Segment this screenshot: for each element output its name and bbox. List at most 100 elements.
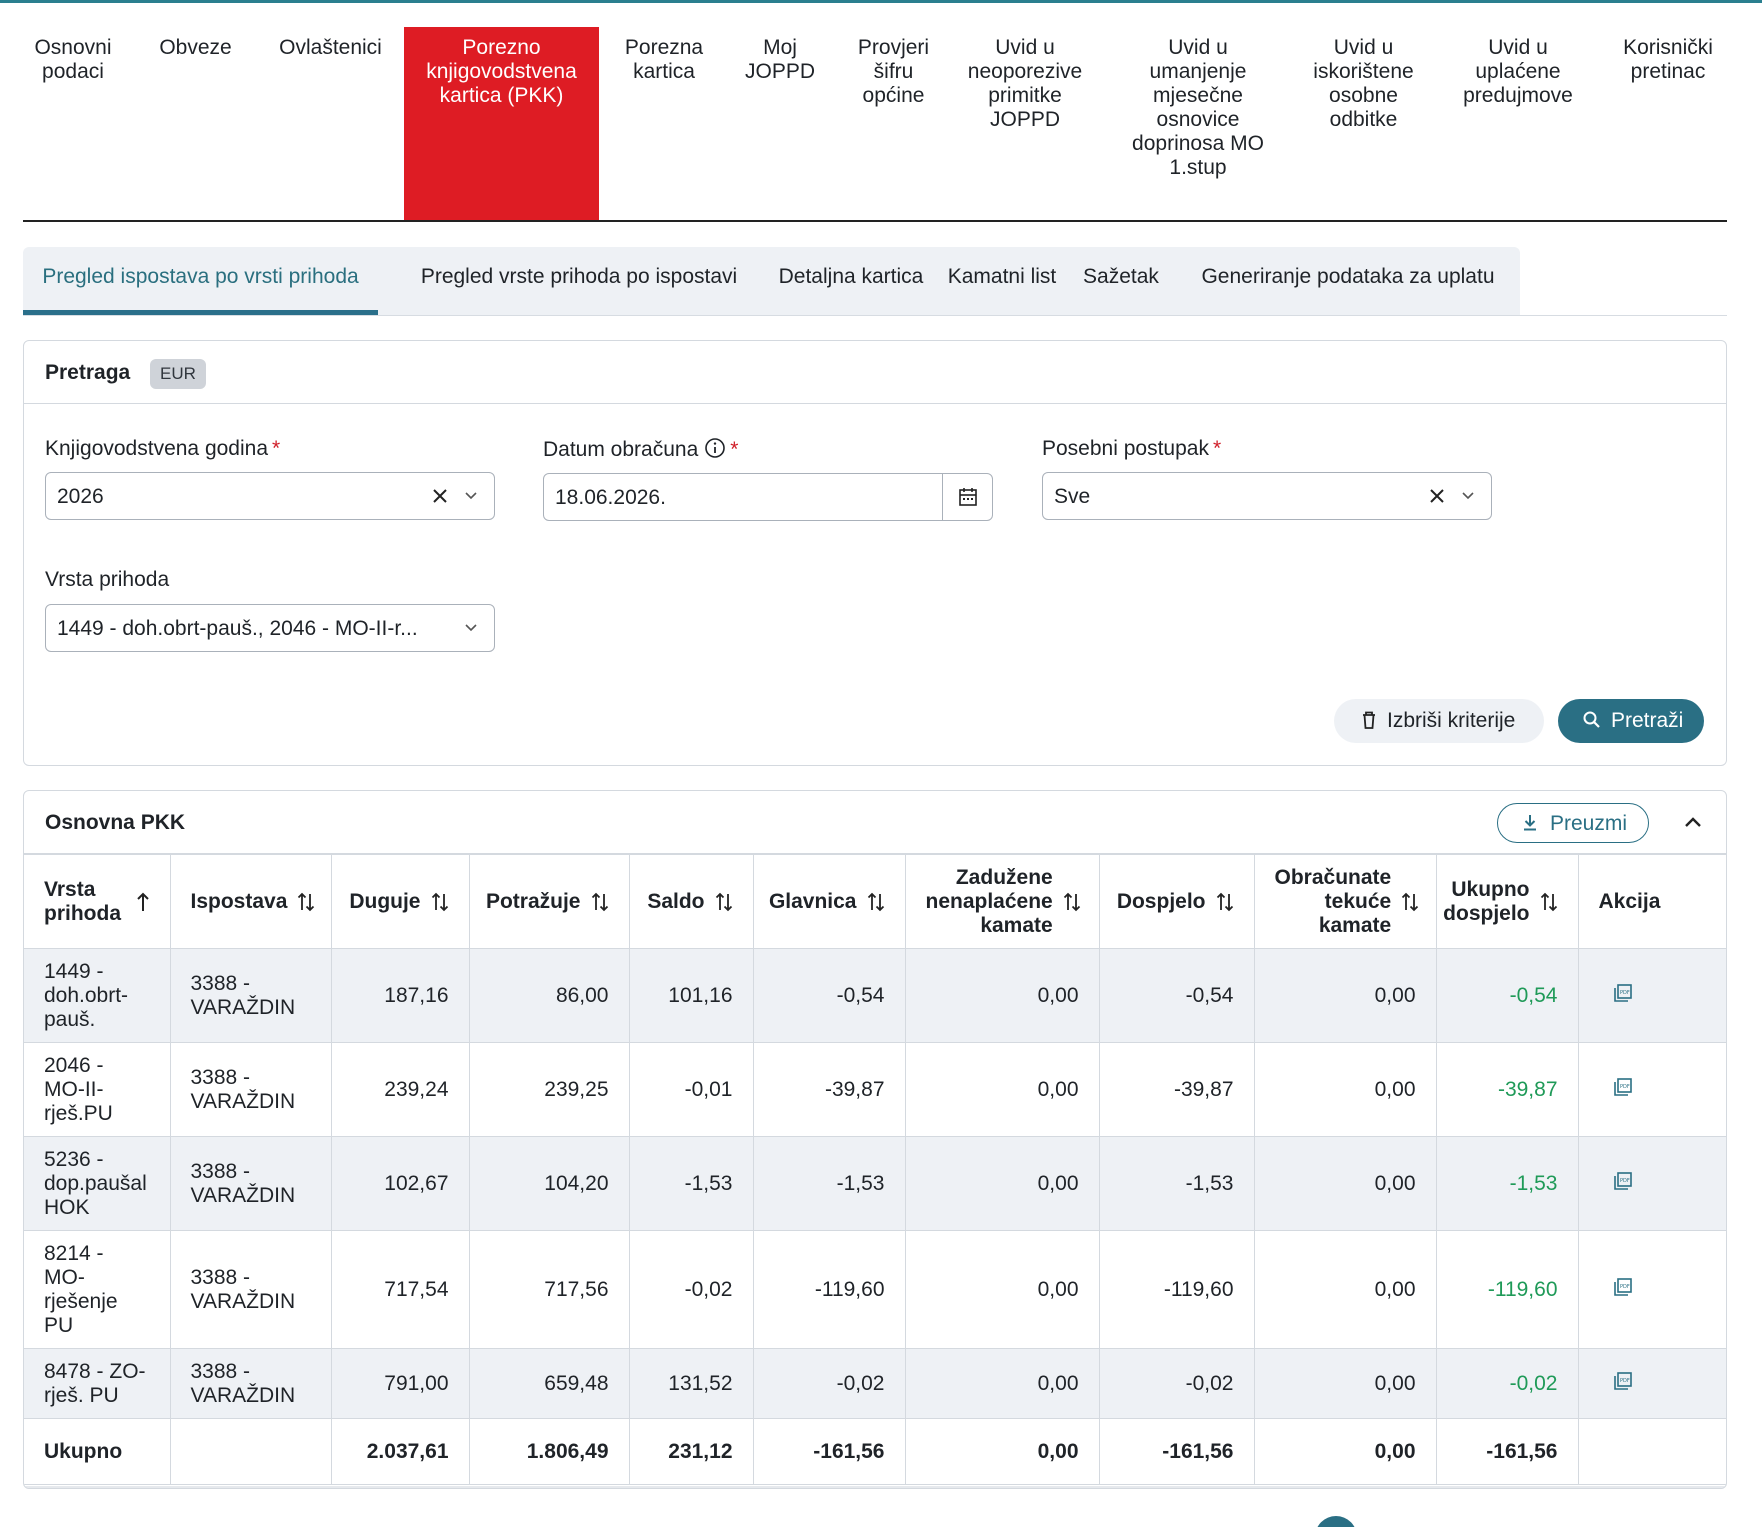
tab-label: Kamatni list <box>947 265 1057 288</box>
nav-item-osnovni-podaci[interactable]: Osnovni podaci <box>23 27 123 220</box>
clear-icon[interactable] <box>1427 486 1447 506</box>
sort-icon[interactable] <box>1401 891 1419 913</box>
column-header-ispostava[interactable]: Ispostava <box>170 854 332 949</box>
column-header-glavnica[interactable]: Glavnica <box>753 854 906 949</box>
column-header-duguje[interactable]: Duguje <box>331 854 470 949</box>
tab-label: Detaljna kartica <box>778 265 924 288</box>
pdf-icon[interactable]: PDF <box>1613 1171 1633 1191</box>
sort-icon[interactable] <box>867 891 885 913</box>
tab-ispostave-po-vrsti[interactable]: Pregled ispostava po vrsti prihoda <box>23 247 378 315</box>
chevron-down-icon[interactable] <box>460 484 482 506</box>
sort-icon[interactable] <box>1216 891 1234 913</box>
scrollbar-track <box>24 1486 1726 1488</box>
sort-icon[interactable] <box>1063 891 1081 913</box>
svg-text:PDF: PDF <box>1620 1378 1630 1384</box>
svg-text:PDF: PDF <box>1620 1084 1630 1090</box>
download-button-label: Preuzmi <box>1550 812 1628 835</box>
cell-tekuce-kamate: 0,00 <box>1254 1042 1437 1137</box>
column-header-ukupno-dospjelo[interactable]: Ukupno dospjelo <box>1436 854 1579 949</box>
nav-item-porezna-kartica[interactable]: Porezna kartica <box>614 27 714 220</box>
info-icon[interactable] <box>704 437 726 459</box>
sort-icon[interactable] <box>1540 891 1558 913</box>
tab-sazetak[interactable]: Sažetak <box>1078 247 1164 315</box>
nav-item-osobni-odbitci[interactable]: Uvid u iskorištene osobne odbitke <box>1306 27 1421 220</box>
cell-dospjelo: -119,60 <box>1099 1230 1255 1349</box>
field-divider <box>942 474 943 520</box>
date-field[interactable]: 18.06.2026. <box>543 473 993 521</box>
nav-item-umanjenje-osnovice[interactable]: Uvid u umanjenje mjesečne osnovice dopri… <box>1123 27 1273 220</box>
income-type-value: 1449 - doh.obrt-pauš., 2046 - MO-II-r... <box>57 617 418 640</box>
clear-icon[interactable] <box>430 486 450 506</box>
required-mark: * <box>272 437 281 460</box>
total-potrazuje: 1.806,49 <box>469 1418 630 1485</box>
pdf-icon[interactable]: PDF <box>1613 1277 1633 1297</box>
tab-detaljna-kartica[interactable]: Detaljna kartica <box>775 247 927 315</box>
sort-icon[interactable] <box>431 891 449 913</box>
nav-item-ovlastenici[interactable]: Ovlaštenici <box>268 27 393 220</box>
special-procedure-label: Posebni postupak * <box>1042 437 1222 460</box>
pdf-icon[interactable]: PDF <box>1613 983 1633 1003</box>
column-header-saldo[interactable]: Saldo <box>629 854 754 949</box>
table-row: 5236 - dop.paušal HOK 3388 - VARAŽDIN 10… <box>24 1136 1726 1231</box>
nav-item-uplaceni-predujmovi[interactable]: Uvid u uplaćene predujmove <box>1453 27 1583 220</box>
special-procedure-select[interactable]: Sve <box>1042 472 1492 520</box>
chevron-up-icon[interactable] <box>1680 809 1706 835</box>
main-navigation: Osnovni podaci Obveze Ovlaštenici Porezn… <box>23 27 1727 222</box>
cell-dospjelo: -1,53 <box>1099 1136 1255 1231</box>
column-header-zaduzene-kamate[interactable]: Zadužene nenaplaćene kamate <box>905 854 1100 949</box>
sort-icon[interactable] <box>715 891 733 913</box>
search-panel-title: Pretraga <box>45 361 131 384</box>
nav-item-label: Obveze <box>159 36 232 59</box>
svg-text:PDF: PDF <box>1620 1284 1630 1290</box>
horizontal-scrollbar[interactable] <box>24 1486 1726 1488</box>
pdf-icon[interactable]: PDF <box>1613 1077 1633 1097</box>
nav-item-korisnicki-pretinac[interactable]: Korisnički pretinac <box>1608 27 1728 220</box>
cell-duguje: 717,54 <box>331 1230 470 1349</box>
tab-vrste-po-ispostavi[interactable]: Pregled vrste prihoda po ispostavi <box>398 247 760 315</box>
year-value: 2026 <box>57 485 104 508</box>
cell-ukupno-dospjelo: -0,02 <box>1436 1348 1579 1419</box>
search-icon <box>1583 711 1600 728</box>
nav-item-moj-joppd[interactable]: Moj JOPPD <box>735 27 825 220</box>
year-select[interactable]: 2026 <box>45 472 495 520</box>
cell-dospjelo: -0,54 <box>1099 948 1255 1043</box>
cell-vrsta-prihoda: 2046 - MO-II-rješ.PU <box>24 1042 171 1137</box>
nav-item-pkk[interactable]: Porezno knjigovodstvena kartica (PKK) <box>404 27 599 220</box>
column-header-dospjelo[interactable]: Dospjelo <box>1099 854 1255 949</box>
floating-action-button[interactable] <box>1315 1516 1357 1527</box>
chevron-down-icon[interactable] <box>460 616 482 638</box>
sort-icon[interactable] <box>297 891 315 913</box>
column-header-vrsta-prihoda[interactable]: Vrsta prihoda <box>24 854 171 949</box>
nav-item-label: Korisnički pretinac <box>1623 36 1713 83</box>
sort-ascending-icon[interactable] <box>136 891 150 913</box>
search-button[interactable]: Pretraži <box>1558 699 1704 743</box>
svg-text:PDF: PDF <box>1620 1178 1630 1184</box>
pdf-icon[interactable]: PDF <box>1613 1371 1633 1391</box>
tab-generiranje-podataka[interactable]: Generiranje podataka za uplatu <box>1183 247 1513 315</box>
cell-zaduzene-kamate: 0,00 <box>905 1230 1100 1349</box>
sort-icon[interactable] <box>591 891 609 913</box>
chevron-down-icon[interactable] <box>1457 484 1479 506</box>
clear-criteria-button[interactable]: Izbriši kriterije <box>1334 699 1544 743</box>
search-panel: Pretraga EUR Knjigovodstvena godina * 202… <box>23 340 1727 766</box>
cell-empty <box>1578 1418 1726 1485</box>
table-row: 8478 - ZO-rješ. PU 3388 - VARAŽDIN 791,0… <box>24 1348 1726 1419</box>
column-header-tekuce-kamate[interactable]: Obračunate tekuće kamate <box>1254 854 1437 949</box>
nav-item-label: Porezna kartica <box>624 36 704 83</box>
nav-item-neoporezivi-primitci[interactable]: Uvid u neoporezive primitke JOPPD <box>960 27 1090 220</box>
total-label: Ukupno <box>24 1418 171 1485</box>
tab-kamatni-list[interactable]: Kamatni list <box>943 247 1061 315</box>
income-type-select[interactable]: 1449 - doh.obrt-pauš., 2046 - MO-II-r... <box>45 604 495 652</box>
pkk-table: Vrsta prihoda Ispostava Duguje Potražuje… <box>24 854 1726 1485</box>
pkk-table-header: Osnovna PKK Preuzmi <box>24 791 1726 854</box>
column-header-potrazuje[interactable]: Potražuje <box>469 854 630 949</box>
cell-vrsta-prihoda: 8214 - MO-rješenje PU <box>24 1230 171 1349</box>
cell-saldo: -0,01 <box>629 1042 754 1137</box>
nav-item-provjeri-sifru-opcine[interactable]: Provjeri šifru općine <box>841 27 946 220</box>
cell-glavnica: -1,53 <box>753 1136 906 1231</box>
cell-duguje: 791,00 <box>331 1348 470 1419</box>
tabs-divider <box>23 315 1727 316</box>
calendar-icon[interactable] <box>957 486 979 508</box>
download-button[interactable]: Preuzmi <box>1497 803 1649 843</box>
nav-item-obveze[interactable]: Obveze <box>138 27 253 220</box>
